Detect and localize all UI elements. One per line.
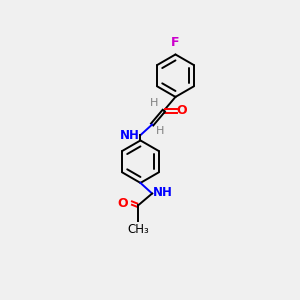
Text: F: F bbox=[171, 36, 180, 49]
Text: NH: NH bbox=[153, 186, 173, 199]
Text: O: O bbox=[117, 196, 128, 210]
Text: H: H bbox=[150, 98, 158, 107]
Text: NH: NH bbox=[119, 129, 140, 142]
Text: H: H bbox=[156, 126, 165, 136]
Text: O: O bbox=[176, 104, 187, 117]
Text: CH₃: CH₃ bbox=[128, 223, 149, 236]
